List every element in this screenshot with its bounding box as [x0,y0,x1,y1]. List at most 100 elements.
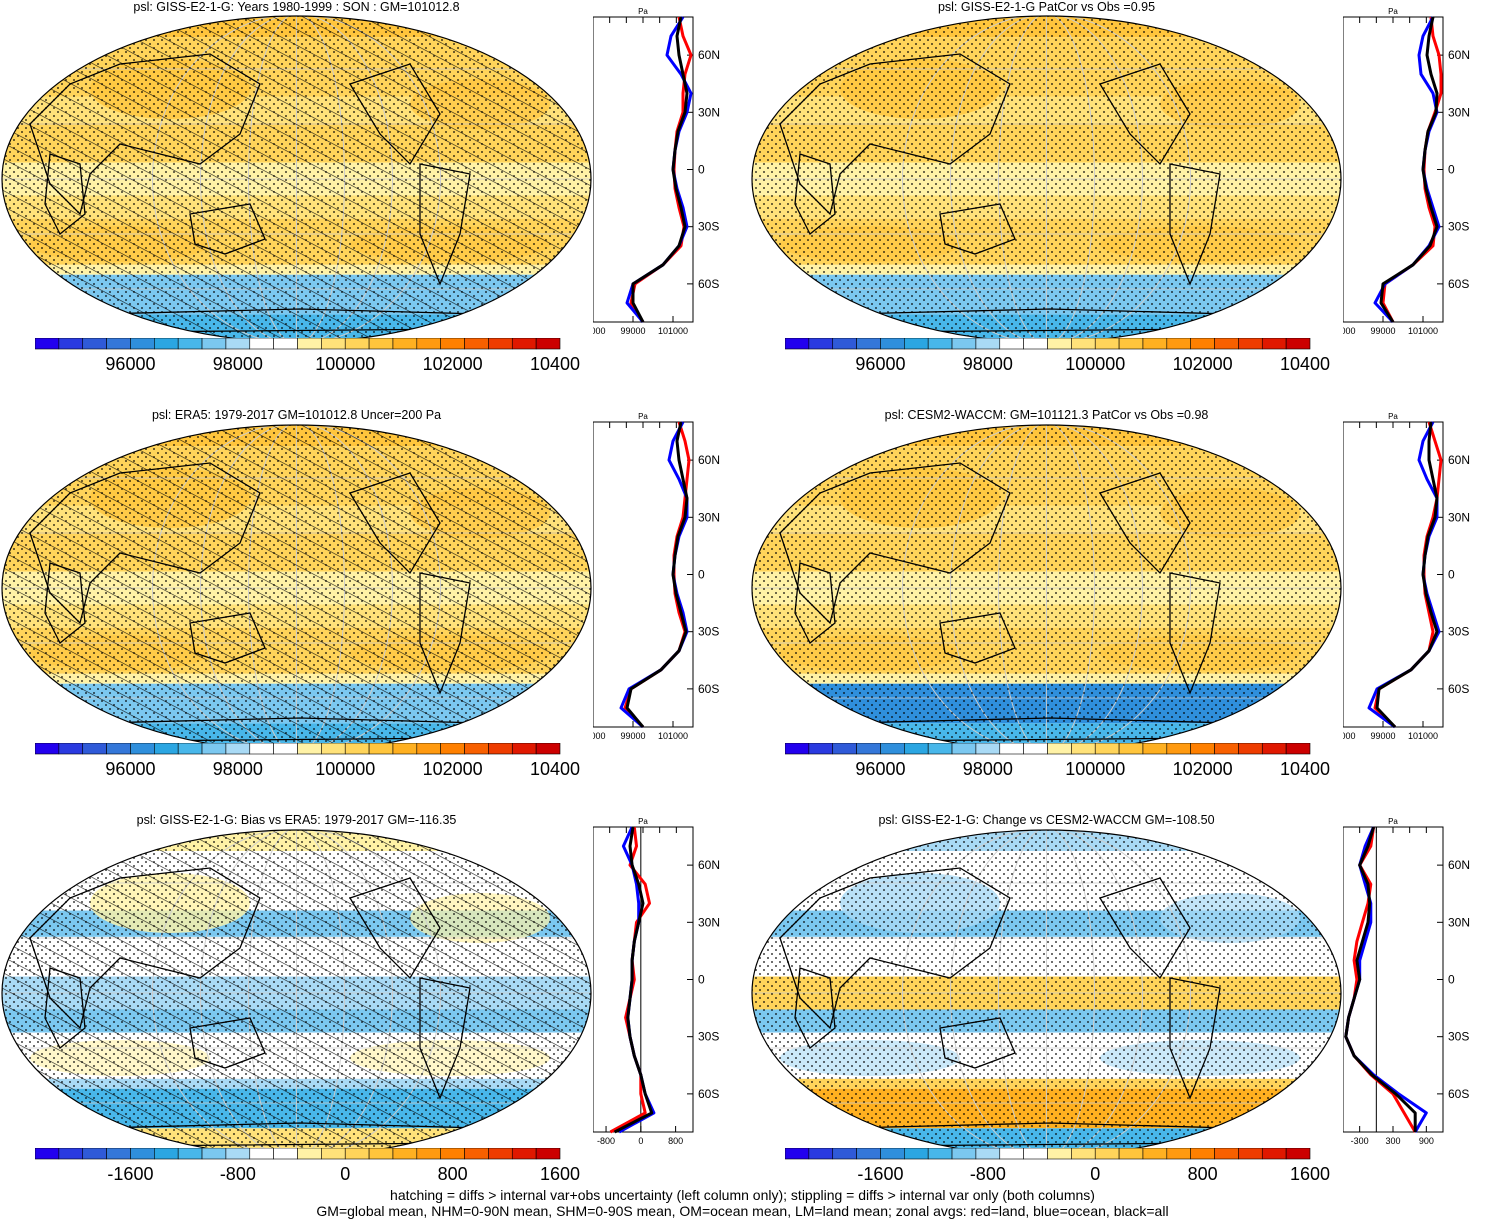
colorbar-label: -1600 [857,1164,903,1184]
colorbar-swatch [857,338,881,349]
robinson-map [0,423,593,753]
colorbar-swatch [976,338,1000,349]
colorbar-label: 104000 [1280,354,1330,374]
zonal-x-tick-label: 0 [638,1136,643,1145]
zonal-axis-unit: Pa [638,817,648,826]
colorbar-swatch [154,1148,178,1159]
footnote-means: GM=global mean, NHM=0-90N mean, SHM=0-90… [0,1203,1485,1219]
zonal-x-tick-label: 97000 [1343,326,1356,335]
colorbar: 9600098000100000102000104000 [785,338,1330,378]
zonal-series-ocean [621,422,687,727]
zonal-y-tick-label: 30N [698,915,720,929]
colorbar-swatch [130,743,154,754]
zonal-y-tick-label: 60S [698,277,719,291]
colorbar-swatch [1000,338,1024,349]
footnote-hatching: hatching = diffs > internal var+obs unce… [0,1187,1485,1203]
colorbar-swatch [809,1148,833,1159]
zonal-series-all [615,827,652,1132]
zonal-y-tick-label: 30N [698,510,720,524]
panel-title: psl: GISS-E2-1-G: Change vs CESM2-WACCM … [750,813,1343,827]
colorbar-swatch [1167,743,1191,754]
zonal-y-tick-label: 30S [1448,1030,1469,1044]
zonal-series-land [1346,827,1415,1132]
colorbar-swatch [465,1148,489,1159]
colorbar-label: -1600 [107,1164,153,1184]
colorbar-swatch [904,338,928,349]
colorbar-swatch [202,743,226,754]
colorbar-swatch [1143,743,1167,754]
colorbar-swatch [512,1148,536,1159]
colorbar-swatch [83,338,107,349]
zonal-y-tick-label: 0 [698,973,705,987]
colorbar-label: 102000 [423,759,483,779]
colorbar-swatch [1095,1148,1119,1159]
zonal-x-tick-label: 99000 [1370,731,1395,740]
zonal-mean-plot: Pa60N30N030S60S9700099000101000 [593,410,733,740]
zonal-mean-plot: Pa60N30N030S60S9700099000101000 [1343,410,1483,740]
zonal-x-tick-label: 97000 [593,326,606,335]
zonal-y-tick-label: 0 [1448,973,1455,987]
colorbar-swatch [1286,1148,1310,1159]
zonal-series-all [1377,422,1437,727]
colorbar-swatch [536,1148,560,1159]
colorbar-swatch [976,1148,1000,1159]
colorbar-swatch [417,1148,441,1159]
colorbar-swatch [1048,743,1072,754]
colorbar-swatch [1238,1148,1262,1159]
colorbar-swatch [1191,1148,1215,1159]
colorbar-swatch [274,743,298,754]
zonal-y-tick-label: 60N [1448,48,1470,62]
zonal-x-tick-label: 101000 [658,731,688,740]
colorbar-swatch [1167,338,1191,349]
zonal-x-tick-label: -300 [1351,1136,1369,1145]
zonal-y-tick-label: 0 [1448,163,1455,177]
colorbar-swatch [250,1148,274,1159]
colorbar-swatch [1238,338,1262,349]
zonal-y-tick-label: 60N [1448,453,1470,467]
colorbar-label: 98000 [963,759,1013,779]
colorbar-swatch [226,338,250,349]
colorbar-swatch [880,1148,904,1159]
colorbar-label: 104000 [1280,759,1330,779]
colorbar-label: 100000 [315,759,375,779]
colorbar-swatch [298,338,322,349]
colorbar-swatch [857,1148,881,1159]
colorbar-swatch [321,338,345,349]
zonal-y-tick-label: 30S [698,1030,719,1044]
robinson-map [0,828,593,1158]
colorbar-swatch [536,743,560,754]
zonal-y-tick-label: 60N [698,858,720,872]
zonal-x-tick-label: 900 [1419,1136,1434,1145]
zonal-x-tick-label: 101000 [658,326,688,335]
colorbar-label: 100000 [1065,759,1125,779]
colorbar-swatch [1143,338,1167,349]
colorbar-swatch [1215,1148,1239,1159]
colorbar-swatch [83,743,107,754]
colorbar-swatch [1286,338,1310,349]
zonal-y-tick-label: 30N [1448,915,1470,929]
zonal-y-tick-label: 60N [698,48,720,62]
zonal-series-ocean [1369,422,1439,727]
colorbar-swatch [393,743,417,754]
colorbar-swatch [345,1148,369,1159]
colorbar-swatch [512,743,536,754]
colorbar-swatch [369,338,393,349]
zonal-x-tick-label: 97000 [1343,731,1356,740]
zonal-x-tick-label: 99000 [1370,326,1395,335]
zonal-series-land [1383,17,1441,322]
colorbar-swatch [1119,743,1143,754]
colorbar-swatch [536,338,560,349]
colorbar-swatch [202,338,226,349]
colorbar-swatch [59,1148,83,1159]
zonal-y-tick-label: 30S [698,220,719,234]
zonal-mean-plot: Pa60N30N030S60S9700099000101000 [593,5,733,335]
colorbar-swatch [35,338,59,349]
colorbar-swatch [321,1148,345,1159]
zonal-y-tick-label: 0 [1448,568,1455,582]
colorbar-swatch [1000,743,1024,754]
zonal-axis-unit: Pa [1388,817,1398,826]
colorbar-swatch [785,338,809,349]
colorbar-label: 800 [1188,1164,1218,1184]
